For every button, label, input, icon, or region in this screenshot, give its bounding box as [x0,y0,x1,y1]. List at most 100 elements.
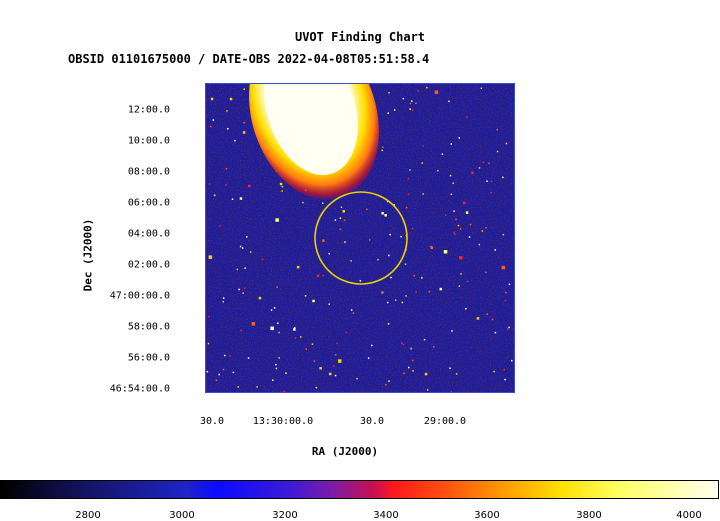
star-point [210,125,212,128]
star-point [336,342,338,345]
star-point [444,214,447,216]
star-point [409,169,411,171]
star-point [322,202,324,204]
star-point [229,97,233,101]
star-point [506,328,509,330]
x-tick-label: 29:00.0 [423,416,467,427]
y-tick-label: 04:00.0 [127,228,170,240]
star-point [504,299,507,302]
star-point [225,168,228,170]
star-point [208,183,211,185]
star-point [256,386,258,388]
star-point [449,174,452,177]
star-point [367,357,370,359]
star-point [222,301,224,303]
star-point [457,224,460,227]
star-point [426,86,428,89]
star-point [304,295,307,297]
star-point [463,201,466,205]
star-point [276,286,278,288]
star-point [410,347,412,350]
star-point [452,182,454,184]
star-point [504,378,506,381]
star-point [340,206,343,208]
colorbar-tick-label: 4000 [676,510,702,521]
star-point [494,249,496,251]
star-point [243,88,245,90]
star-point [207,342,210,345]
star-point [422,193,424,195]
star-point [334,374,337,377]
star-point [386,200,389,203]
star-point [312,299,315,303]
star-point [486,313,488,315]
star-point [277,322,279,324]
star-point [281,186,284,188]
star-point [237,386,239,388]
star-point [437,169,439,172]
star-point [453,210,455,212]
star-point [459,228,462,230]
y-axis-label: Dec (J2000) [81,218,95,292]
star-point [488,162,490,164]
star-point [466,116,468,118]
star-point [505,291,507,294]
star-point [412,370,414,372]
star-point [385,384,387,386]
star-point [244,287,246,289]
star-point [243,122,245,124]
star-point [423,338,426,341]
star-point [222,368,225,371]
x-axis-label: RA (J2000) [311,445,379,458]
star-point [409,108,411,110]
star-point [239,245,242,248]
star-point [458,137,460,139]
star-point [453,231,455,234]
star-point [244,267,246,269]
star-point [338,359,342,363]
colorbar-tick-label: 3400 [373,510,399,521]
star-point [427,389,429,391]
star-point [247,357,250,359]
star-point [480,87,483,89]
star-point [311,343,314,345]
star-point [412,359,414,362]
star-point [405,206,408,209]
star-point [394,299,397,301]
star-point [476,317,480,320]
star-point [407,177,410,180]
star-point [272,379,274,381]
colorbar-tick-label: 3800 [576,510,602,521]
star-point [386,301,389,304]
star-point [413,274,415,277]
star-point [455,373,458,375]
star-point [356,377,358,380]
star-point [465,211,469,214]
star-point [296,265,300,269]
star-point [368,239,371,241]
star-point [471,171,474,174]
star-point [481,230,484,232]
star-point [342,210,345,213]
star-point [270,326,274,331]
star-point [458,285,461,287]
star-point [239,197,243,200]
star-point [333,365,335,367]
star-point [222,297,225,299]
star-point [421,277,423,279]
star-point [316,274,320,277]
star-point [411,109,414,112]
y-tick-label: 58:00.0 [127,321,170,333]
star-point [490,191,492,194]
star-point [388,254,390,257]
star-point [248,184,251,188]
star-point [213,194,216,197]
star-point [424,372,428,376]
chart-subtitle: OBSID 01101675000 / DATE-OBS 2022-04-08T… [68,52,430,66]
star-point [417,90,419,92]
star-point [226,110,228,112]
star-point [415,291,417,293]
star-point [449,367,451,369]
star-point [225,184,227,186]
star-point [491,318,494,321]
